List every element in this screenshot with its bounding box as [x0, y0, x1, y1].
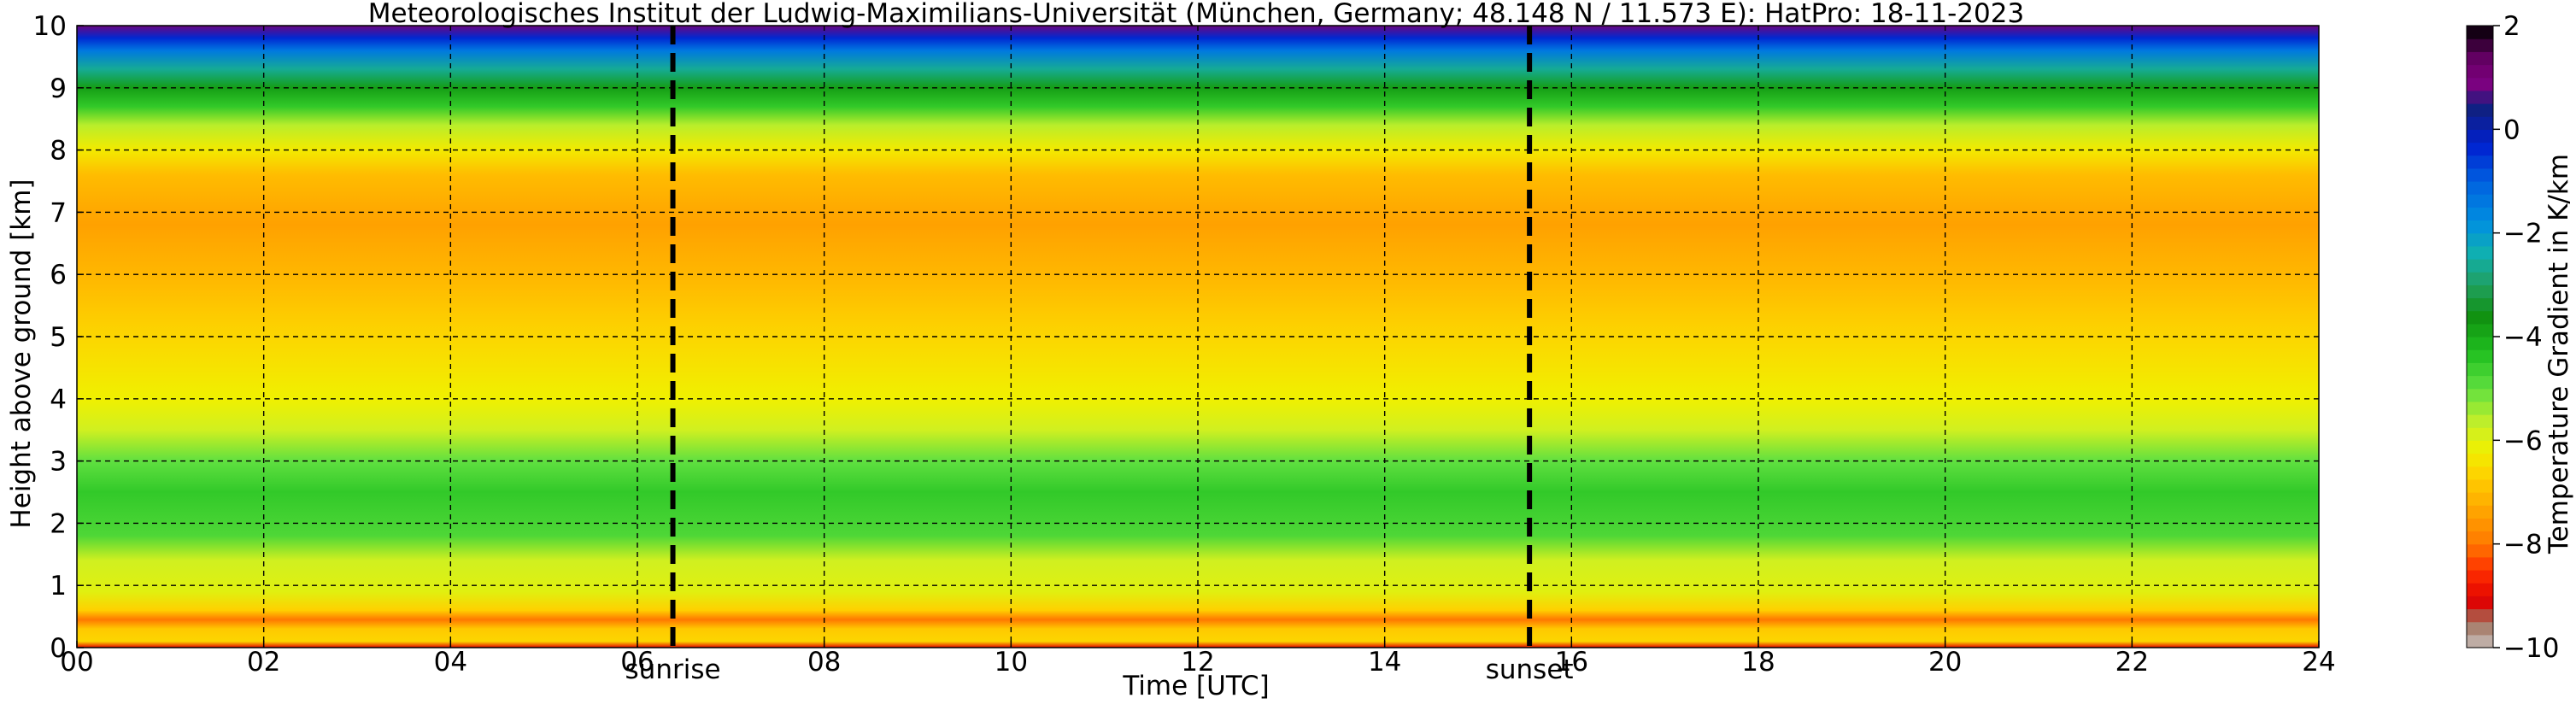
- y-tick-label: 9: [50, 73, 67, 104]
- x-tick-label: 12: [1181, 647, 1214, 678]
- colorbar-segment: [2467, 285, 2493, 299]
- y-tick-label: 0: [50, 633, 67, 664]
- colorbar-segment: [2467, 518, 2493, 532]
- colorbar-segment: [2467, 478, 2493, 493]
- colorbar-segment: [2467, 492, 2493, 506]
- colorbar-segment: [2467, 349, 2493, 363]
- colorbar-segment: [2467, 181, 2493, 195]
- x-tick-label: 08: [807, 647, 841, 678]
- x-tick-label: 20: [1928, 647, 1962, 678]
- colorbar-segment: [2467, 77, 2493, 91]
- event-lines: sunrise sunset: [625, 26, 1574, 685]
- x-tick-label: 00: [60, 647, 93, 678]
- colorbar-segment: [2467, 129, 2493, 144]
- colorbar-segment: [2467, 26, 2493, 39]
- x-tick-label: 10: [995, 647, 1028, 678]
- y-tick-label: 6: [50, 260, 67, 290]
- y-tick-label: 7: [50, 197, 67, 228]
- colorbar-segment: [2467, 337, 2493, 350]
- colorbar-segment: [2467, 232, 2493, 247]
- colorbar-tick-label: −8: [2503, 530, 2543, 560]
- x-tick-label: 24: [2302, 647, 2335, 678]
- x-tick-label: 16: [1555, 647, 1588, 678]
- colorbar-segment: [2467, 207, 2493, 221]
- x-tick-label: 02: [247, 647, 280, 678]
- colorbar-segment: [2467, 90, 2493, 104]
- sunset-label: sunset: [1486, 654, 1574, 685]
- colorbar-segment: [2467, 570, 2493, 584]
- colorbar-tick-label: −2: [2503, 219, 2543, 249]
- x-tick-label: 22: [2115, 647, 2149, 678]
- colorbar-segment: [2467, 142, 2493, 156]
- colorbar-tick-label: −4: [2503, 322, 2543, 353]
- colorbar-segment: [2467, 583, 2493, 596]
- colorbar-segment: [2467, 543, 2493, 558]
- x-tick-label: 06: [620, 647, 654, 678]
- colorbar-segment: [2467, 466, 2493, 480]
- colorbar-segment: [2467, 453, 2493, 467]
- colorbar-segment: [2467, 51, 2493, 66]
- colorbar-tick-label: −10: [2503, 633, 2559, 664]
- colorbar-segment: [2467, 414, 2493, 428]
- y-tick-label: 5: [50, 322, 67, 353]
- colorbar-segment: [2467, 375, 2493, 390]
- colorbar-segment: [2467, 310, 2493, 325]
- y-tick-label: 8: [50, 136, 67, 167]
- colorbar-segment: [2467, 401, 2493, 415]
- x-tick-label: 18: [1741, 647, 1775, 678]
- colorbar-segment: [2467, 272, 2493, 285]
- colorbar-segment: [2467, 103, 2493, 117]
- x-tick-label: 04: [434, 647, 467, 678]
- sunrise-label: sunrise: [625, 654, 721, 685]
- colorbar-tick-label: 0: [2503, 114, 2520, 145]
- colorbar-segment: [2467, 64, 2493, 79]
- y-tick-label: 1: [50, 571, 67, 601]
- x-tick-label: 14: [1368, 647, 1401, 678]
- colorbar-segment: [2467, 388, 2493, 402]
- y-tick-label: 10: [33, 11, 67, 42]
- colorbar-segment: [2467, 556, 2493, 571]
- colorbar-segment: [2467, 440, 2493, 455]
- colorbar-segment: [2467, 155, 2493, 169]
- colorbar-tick-label: 2: [2503, 11, 2520, 42]
- colorbar-segment: [2467, 259, 2493, 273]
- colorbar-tick-label: −6: [2503, 425, 2543, 456]
- y-tick-label: 4: [50, 384, 67, 415]
- x-axis-label: Time [UTC]: [1122, 671, 1269, 701]
- colorbar-segment: [2467, 297, 2493, 312]
- y-tick-label: 2: [50, 508, 67, 539]
- colorbar-segment: [2467, 505, 2493, 519]
- colorbar-segment: [2467, 167, 2493, 182]
- colorbar-segment: [2467, 220, 2493, 234]
- colorbar-segment: [2467, 634, 2493, 648]
- colorbar-segment: [2467, 362, 2493, 377]
- chart-title: Meteorologisches Institut der Ludwig-Max…: [368, 0, 2024, 29]
- colorbar-segment: [2467, 116, 2493, 130]
- colorbar-segment: [2467, 595, 2493, 610]
- y-axis-label: Height above ground [km]: [6, 179, 37, 528]
- colorbar-label: Temperature Gradient in K/km: [2544, 154, 2574, 554]
- colorbar-segment: [2467, 38, 2493, 52]
- colorbar-segment: [2467, 531, 2493, 545]
- y-tick-label: 3: [50, 447, 67, 478]
- colorbar: −10 −8 −6 −4 −2 0 2: [2466, 11, 2559, 664]
- colorbar-segment: [2467, 621, 2493, 636]
- colorbar-segment: [2467, 427, 2493, 441]
- colorbar-segment: [2467, 245, 2493, 260]
- colorbar-segment: [2467, 323, 2493, 337]
- colorbar-segment: [2467, 194, 2493, 208]
- colorbar-segment: [2467, 608, 2493, 623]
- grid-layer: [77, 26, 2319, 648]
